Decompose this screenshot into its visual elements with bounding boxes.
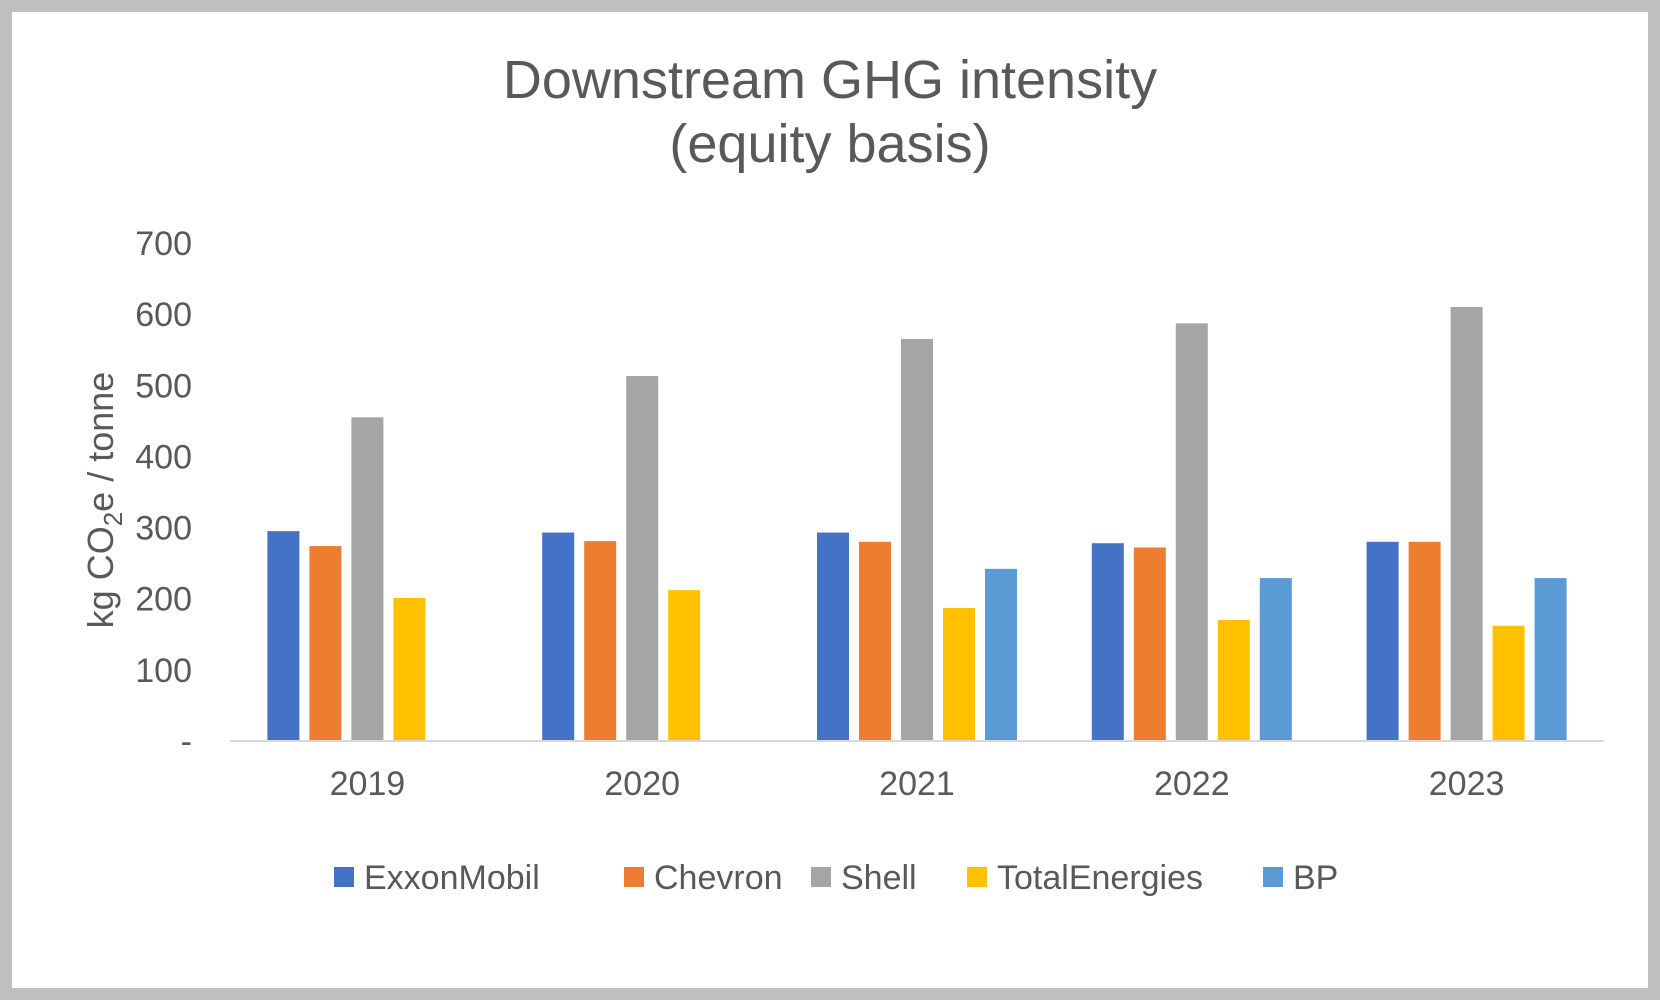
bar-chart: Downstream GHG intensity (equity basis) … bbox=[80, 50, 1604, 897]
bar bbox=[668, 590, 701, 741]
bar bbox=[351, 417, 384, 741]
y-axis-title-part-1: kg CO bbox=[80, 526, 121, 628]
legend-item: TotalEnergies bbox=[967, 859, 1203, 897]
bar bbox=[859, 541, 891, 741]
chart-title-line-1: Downstream GHG intensity bbox=[503, 50, 1157, 110]
bar bbox=[267, 531, 300, 741]
chart-title: Downstream GHG intensity (equity basis) bbox=[503, 50, 1157, 174]
bar bbox=[1450, 307, 1483, 741]
legend-label: ExxonMobil bbox=[364, 859, 540, 897]
chart-title-line-2: (equity basis) bbox=[669, 114, 990, 174]
y-tick-label: 200 bbox=[135, 581, 192, 619]
legend-item: BP bbox=[1263, 859, 1338, 897]
bar bbox=[1408, 541, 1441, 741]
bar bbox=[1091, 543, 1124, 741]
y-axis-title: kg CO2e / tonne bbox=[80, 372, 128, 629]
legend-swatch bbox=[334, 867, 354, 887]
bar bbox=[584, 541, 617, 741]
legend: ExxonMobil Chevron Shell TotalEnergies BP bbox=[334, 859, 1338, 897]
x-tick-label: 2019 bbox=[330, 765, 406, 803]
legend-label: TotalEnergies bbox=[997, 859, 1203, 897]
legend-label: Shell bbox=[841, 859, 917, 897]
legend-item: Shell bbox=[811, 859, 917, 897]
bar bbox=[1534, 578, 1567, 741]
legend-label: BP bbox=[1293, 859, 1338, 897]
legend-swatch bbox=[1263, 867, 1283, 887]
y-axis-title-part-2: e / tonne bbox=[80, 372, 121, 512]
y-tick-label: 300 bbox=[135, 510, 192, 548]
bar bbox=[1366, 541, 1399, 741]
bar bbox=[1175, 323, 1208, 741]
bar bbox=[943, 607, 975, 741]
x-tick-label: 2022 bbox=[1154, 765, 1230, 803]
y-tick-label: 700 bbox=[135, 225, 192, 263]
bar bbox=[542, 532, 575, 741]
legend-swatch bbox=[624, 867, 644, 887]
bar bbox=[1492, 625, 1525, 741]
bar bbox=[626, 376, 659, 741]
bar bbox=[393, 598, 426, 741]
bar-series bbox=[267, 307, 1567, 741]
y-tick-label: 400 bbox=[135, 438, 192, 476]
y-axis-title-subscript: 2 bbox=[98, 512, 128, 526]
bar bbox=[309, 546, 342, 741]
bar bbox=[817, 532, 849, 741]
legend-label: Chevron bbox=[654, 859, 783, 897]
x-tick-label: 2021 bbox=[879, 765, 955, 803]
y-tick-label: 500 bbox=[135, 367, 192, 405]
x-tick-label: 2023 bbox=[1429, 765, 1505, 803]
bar bbox=[1133, 547, 1166, 741]
y-tick-label: 600 bbox=[135, 296, 192, 334]
y-axis-ticks: - 100 200 300 400 500 600 700 bbox=[135, 225, 192, 761]
y-tick-label: 100 bbox=[135, 652, 192, 690]
bar bbox=[1259, 578, 1292, 741]
bar bbox=[985, 568, 1017, 741]
legend-item: ExxonMobil bbox=[334, 859, 540, 897]
legend-item: Chevron bbox=[624, 859, 783, 897]
y-tick-label: - bbox=[181, 723, 192, 761]
x-axis-labels: 2019 2020 2021 2022 2023 bbox=[330, 765, 1505, 803]
legend-swatch bbox=[811, 867, 831, 887]
bar bbox=[1217, 620, 1250, 741]
x-tick-label: 2020 bbox=[604, 765, 680, 803]
bar bbox=[901, 339, 933, 741]
legend-swatch bbox=[967, 867, 987, 887]
